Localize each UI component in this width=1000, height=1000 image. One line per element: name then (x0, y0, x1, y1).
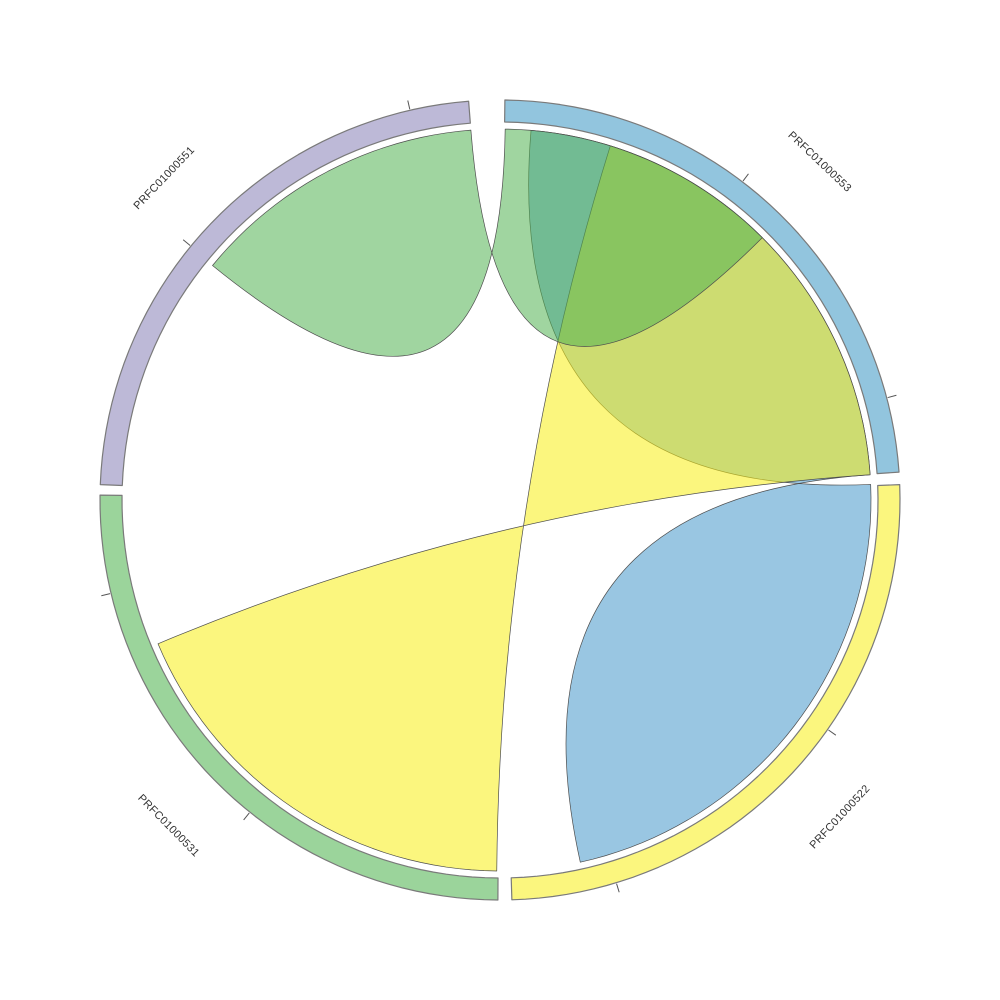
segment-label-PRFC01000551: PRFC01000551 (131, 144, 197, 212)
chord-ribbon-PRFC01000551-to-PRFC01000553 (212, 128, 763, 357)
segment-label-PRFC01000553: PRFC01000553 (785, 129, 853, 194)
segment-arc-PRFC01000531 (99, 494, 499, 901)
tick-mark-PRFC01000553 (887, 394, 897, 399)
tick-mark-PRFC01000522 (616, 883, 620, 893)
segment-arc-PRFC01000553 (504, 99, 900, 475)
segment-arc-PRFC01000522 (510, 484, 901, 901)
segment-label-PRFC01000522: PRFC01000522 (808, 783, 873, 852)
segment-label-PRFC01000531: PRFC01000531 (135, 792, 201, 859)
tick-mark-PRFC01000522 (828, 729, 837, 736)
tick-mark-PRFC01000551 (182, 239, 191, 246)
tick-mark-PRFC01000551 (407, 100, 411, 110)
tick-mark-PRFC01000531 (243, 812, 250, 821)
segment-arc-PRFC01000551 (99, 100, 471, 487)
tick-mark-PRFC01000531 (101, 593, 111, 597)
tick-mark-PRFC01000553 (742, 173, 749, 182)
